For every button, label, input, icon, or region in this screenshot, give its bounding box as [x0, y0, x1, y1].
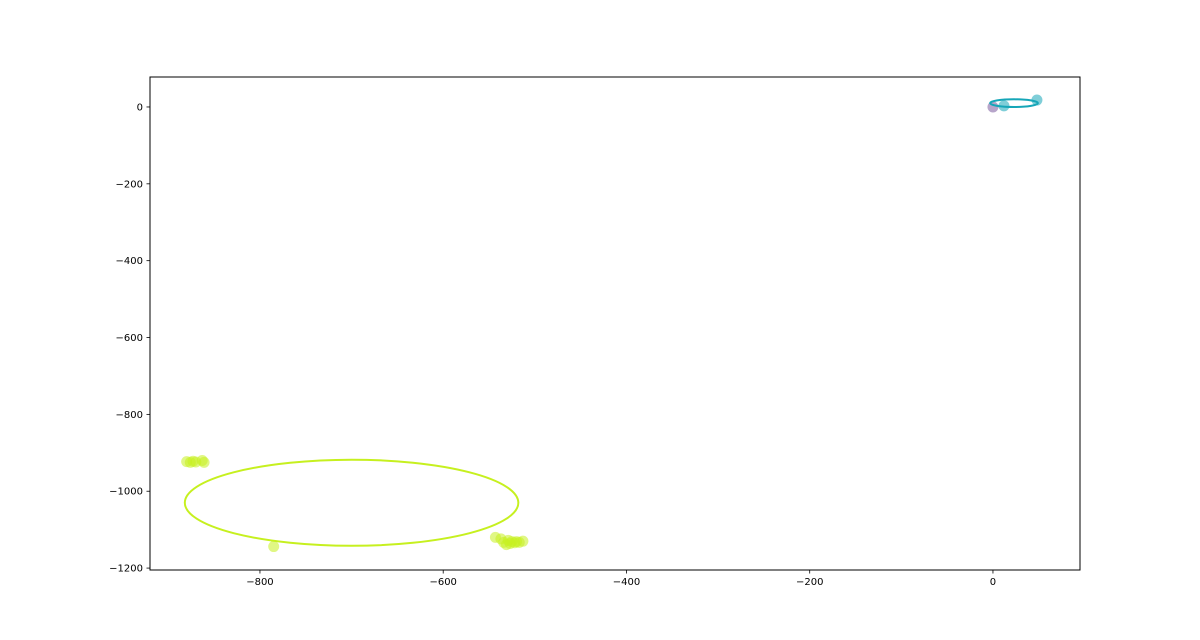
plot-frame — [149, 76, 1081, 571]
x-tick-label-4: 0 — [990, 577, 996, 588]
y-tick-label-0: 0 — [137, 102, 143, 113]
y-axis: 0 −200 −400 −600 −800 −1000 −1200 — [109, 102, 150, 575]
y-tick-label-3: −600 — [116, 333, 143, 344]
y-tick-label-6: −1200 — [109, 564, 143, 575]
cluster-ellipse-series-0 — [183, 458, 520, 547]
y-tick-label-4: −800 — [116, 410, 143, 421]
y-tick-label-1: −200 — [116, 179, 143, 190]
scatter-point-series-0-6 — [268, 541, 280, 553]
x-tick-label-3: −200 — [796, 577, 823, 588]
scatter-point-series-0-17 — [517, 535, 529, 547]
y-tick-label-2: −400 — [116, 256, 143, 267]
scatter-point-series-0-5 — [198, 456, 210, 468]
points-layer — [181, 94, 1043, 553]
y-tick-label-5: −1000 — [109, 487, 143, 498]
ellipse-layer — [183, 98, 1039, 547]
x-axis: −800 −600 −400 −200 0 — [246, 570, 996, 588]
scatter-point-series-1-1 — [1031, 94, 1043, 106]
x-tick-label-2: −400 — [613, 577, 640, 588]
x-tick-label-1: −600 — [429, 577, 456, 588]
cluster-ellipse-series-1 — [989, 98, 1039, 108]
x-tick-label-0: −800 — [246, 577, 273, 588]
